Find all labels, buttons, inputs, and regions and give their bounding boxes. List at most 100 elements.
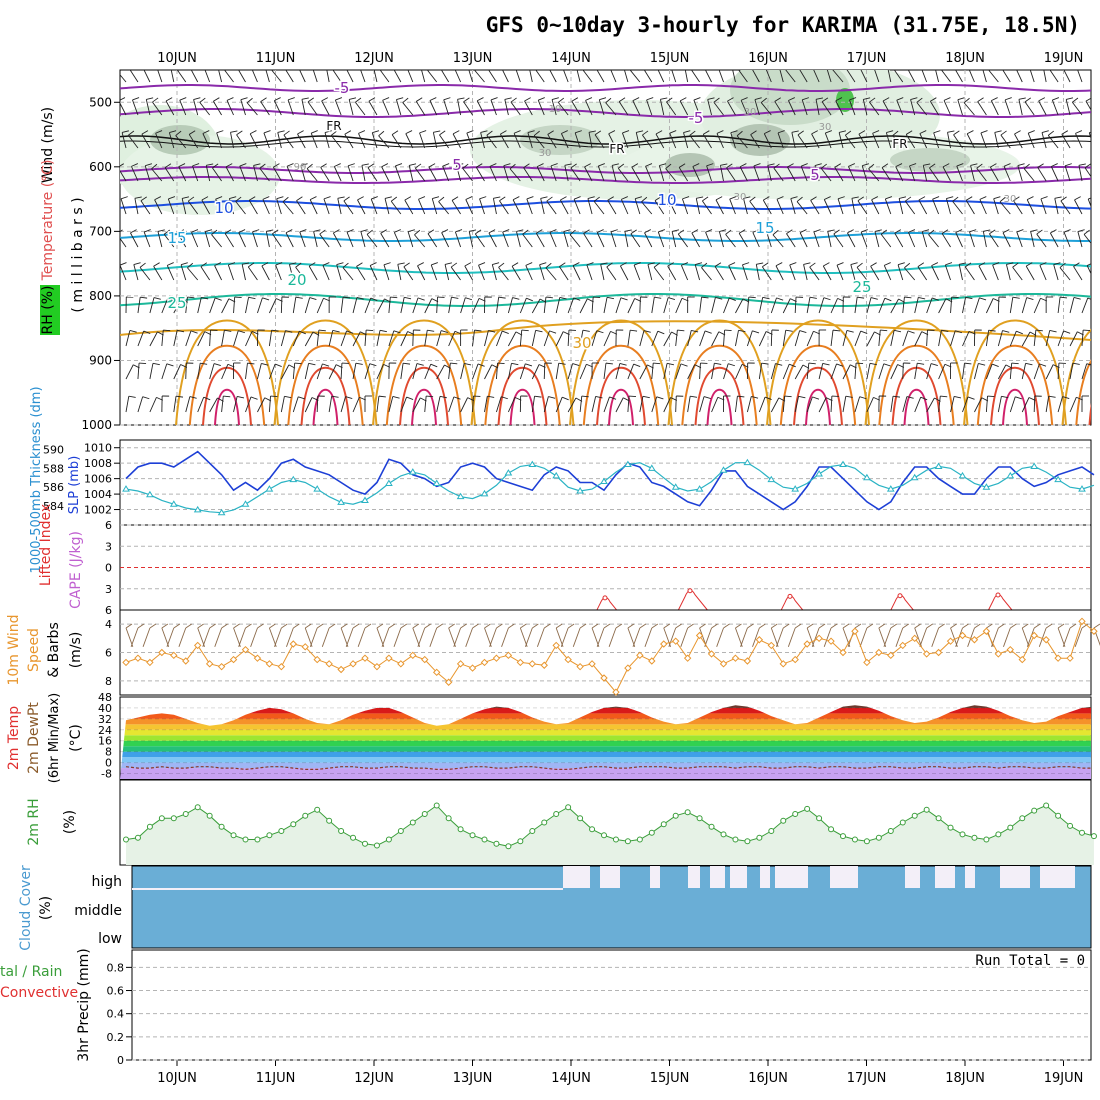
wind-barb-flag: [1060, 196, 1067, 202]
wind-barb: [1073, 266, 1083, 281]
wind-barb: [427, 233, 438, 248]
wind-barb-flag: [489, 163, 497, 167]
wind-barb: [675, 298, 683, 314]
wind-barb: [286, 166, 294, 182]
wind-barb: [878, 297, 886, 314]
wind-barb-flag: [834, 163, 841, 168]
bl-temp-contour: [372, 319, 476, 425]
wind-barb-flag: [833, 229, 840, 235]
wind10m-barb: [680, 627, 689, 647]
wind-barb: [654, 200, 665, 215]
wind10m-barb-flag: [412, 623, 420, 629]
wind-speed-marker: [851, 627, 859, 635]
wind-barb-flag: [610, 65, 616, 68]
wind-barb-flag: [1083, 229, 1090, 235]
ylabel-wind-units: (m/s): [68, 632, 84, 669]
wind-barb-flag: [492, 262, 500, 265]
wind-speed-marker: [1090, 627, 1098, 635]
wind10m-barb-flag: [496, 623, 503, 629]
wind-barb: [221, 396, 224, 413]
wind-barb-flag: [582, 329, 590, 332]
wind-barb-flag: [153, 297, 161, 300]
wind-barb: [932, 198, 940, 215]
wind-barb-flag: [547, 130, 554, 135]
wind-barb: [125, 396, 130, 413]
rh-marker: [421, 811, 428, 817]
wind-barb-flag: [474, 329, 482, 332]
wind-barb-flag: [660, 97, 668, 100]
wind-barb-flag: [274, 363, 282, 367]
wind-barb: [178, 166, 187, 182]
wind10m-barb-flag: [818, 623, 826, 629]
wind-barb: [336, 264, 342, 281]
wind-barb-flag: [548, 396, 556, 399]
wind10m-barb: [883, 627, 892, 647]
wind-barb-flag: [380, 229, 387, 234]
rh-blob: [120, 135, 280, 215]
rh-marker: [457, 826, 464, 833]
wind-barb: [559, 266, 569, 281]
wind-barb-flag: [666, 362, 675, 366]
wind-barb: [344, 134, 354, 149]
wind-barb-flag: [479, 196, 487, 200]
wind-barb-flag: [620, 262, 627, 267]
wind-barb: [623, 70, 629, 83]
thickness-marker: [169, 500, 178, 507]
wind-barb: [826, 70, 832, 83]
wind-barb-flag: [881, 163, 889, 168]
wind-barb-flag: [378, 130, 385, 137]
temp-contour: [120, 84, 1091, 92]
wind-barb-flag: [767, 163, 775, 166]
wind-barb-flag: [129, 330, 137, 333]
wind-speed-marker: [265, 660, 274, 668]
wind-barb: [608, 133, 617, 149]
wind-barb: [866, 397, 874, 413]
wind-barb-flag: [610, 229, 618, 233]
wind-barb-flag: [642, 130, 649, 136]
wind-barb-flag: [917, 362, 925, 365]
rh-marker: [672, 812, 679, 819]
rh-marker: [194, 804, 201, 811]
wind-barb-flag: [1006, 262, 1014, 265]
wind-barb-flag: [465, 196, 473, 200]
wind-barb: [424, 396, 427, 413]
wind-barb: [799, 232, 808, 248]
wind-barb: [405, 133, 414, 149]
wind-barb: [1045, 330, 1051, 347]
wind-barb-flag: [1072, 97, 1079, 103]
wind-barb: [895, 166, 904, 182]
wind-barb: [1084, 167, 1091, 178]
wind-barb: [691, 232, 700, 248]
wind-barb: [997, 296, 1000, 314]
wind10m-barb: [1021, 627, 1030, 647]
wind-barb: [639, 296, 641, 314]
wind-barb: [718, 70, 724, 83]
bl-temp-contour: [399, 366, 449, 425]
wind-barb: [806, 297, 811, 314]
wind-barb: [914, 331, 923, 347]
rh-marker: [828, 826, 835, 833]
wind-barb: [894, 232, 904, 248]
wind-barb-flag: [438, 196, 445, 202]
wind10m-barb: [304, 627, 313, 647]
wind-barb-flag: [851, 196, 859, 199]
wind-barb-flag: [790, 196, 798, 200]
date-label-bottom: 16JUN: [748, 1071, 788, 1086]
wind-barb-flag: [606, 262, 613, 268]
wind-barb-flag: [299, 229, 307, 233]
wind-barb-flag: [187, 296, 195, 299]
wind-barb: [594, 134, 605, 149]
wind-barb: [424, 363, 432, 380]
ylabel-slp: SLP (mb): [67, 456, 82, 515]
wind-barb-flag: [665, 163, 672, 169]
wind-barb: [1069, 397, 1077, 413]
wind10m-barb-flag: [639, 623, 647, 629]
wind-barb: [723, 297, 730, 314]
wind-speed-marker: [887, 651, 895, 660]
wind-barb: [965, 200, 975, 215]
wind-barb: [408, 165, 414, 182]
wind-barb-flag: [259, 163, 266, 169]
wind-barb-flag: [430, 363, 438, 368]
wind-barb: [209, 397, 218, 413]
wind-barb: [844, 134, 856, 149]
